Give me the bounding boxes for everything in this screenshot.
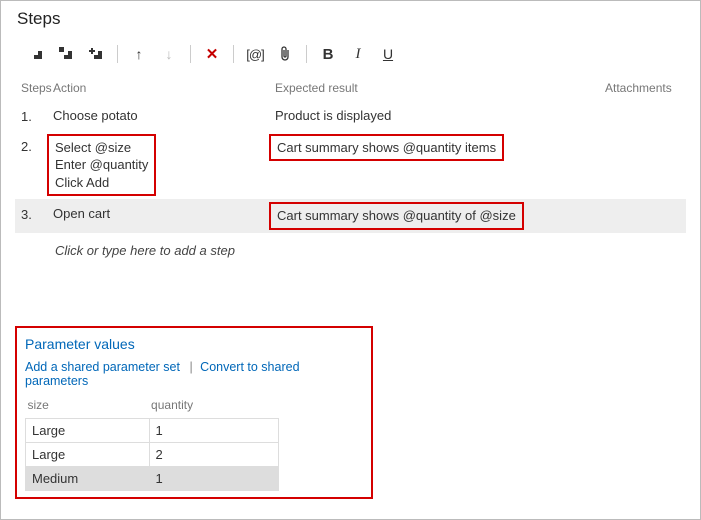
step-expected[interactable]: Product is displayed (275, 107, 605, 125)
steps-panel: Steps ↑ ↓ ✕ [@] B I U Steps Action Expec… (0, 0, 701, 520)
param-row[interactable]: Medium1 (26, 467, 279, 491)
move-up-icon[interactable]: ↑ (124, 41, 154, 67)
step-action[interactable]: Select @sizeEnter @quantityClick Add (53, 137, 275, 194)
separator (190, 45, 191, 63)
param-row[interactable]: Large2 (26, 443, 279, 467)
step-expected[interactable]: Cart summary shows @quantity items (275, 137, 605, 159)
param-row[interactable]: Large1 (26, 419, 279, 443)
param-quantity-cell[interactable]: 1 (149, 467, 278, 491)
param-size-cell[interactable]: Large (26, 419, 150, 443)
underline-icon[interactable]: U (373, 41, 403, 67)
add-step-placeholder[interactable]: Click or type here to add a step (15, 233, 686, 258)
step-row[interactable]: 3.Open cartCart summary shows @quantity … (15, 199, 686, 233)
col-action: Action (53, 81, 275, 95)
steps-body: 1.Choose potatoProduct is displayed2.Sel… (15, 101, 686, 233)
param-quantity-cell[interactable]: 2 (149, 443, 278, 467)
step-action[interactable]: Open cart (53, 205, 275, 223)
col-expected: Expected result (275, 81, 605, 95)
col-attachments: Attachments (605, 81, 686, 95)
separator (117, 45, 118, 63)
separator (233, 45, 234, 63)
insert-step-icon[interactable] (21, 41, 51, 67)
parameter-values-panel: Parameter values Add a shared parameter … (15, 326, 373, 499)
step-expected[interactable]: Cart summary shows @quantity of @size (275, 205, 605, 227)
param-col-size: size (26, 396, 150, 419)
col-steps: Steps (17, 81, 53, 95)
add-shared-parameter-link[interactable]: Add a shared parameter set (25, 360, 180, 374)
parameter-values-title: Parameter values (25, 336, 363, 352)
delete-icon[interactable]: ✕ (197, 41, 227, 67)
separator (306, 45, 307, 63)
param-col-quantity: quantity (149, 396, 278, 419)
step-row[interactable]: 1.Choose potatoProduct is displayed (15, 101, 686, 131)
parameter-table: size quantity Large1Large2Medium1 (25, 396, 279, 491)
separator: | (189, 360, 192, 374)
grid-header: Steps Action Expected result Attachments (15, 73, 686, 101)
mention-icon[interactable]: [@] (240, 41, 270, 67)
insert-shared-step-icon[interactable] (51, 41, 81, 67)
param-size-cell[interactable]: Medium (26, 467, 150, 491)
panel-title: Steps (17, 9, 686, 29)
attach-icon[interactable] (270, 41, 300, 67)
step-action[interactable]: Choose potato (53, 107, 275, 125)
param-size-cell[interactable]: Large (26, 443, 150, 467)
italic-icon[interactable]: I (343, 41, 373, 67)
toolbar: ↑ ↓ ✕ [@] B I U (15, 39, 686, 73)
add-step-icon[interactable] (81, 41, 111, 67)
step-row[interactable]: 2.Select @sizeEnter @quantityClick AddCa… (15, 131, 686, 200)
step-number: 3. (17, 205, 53, 222)
move-down-icon[interactable]: ↓ (154, 41, 184, 67)
param-quantity-cell[interactable]: 1 (149, 419, 278, 443)
parameter-links: Add a shared parameter set | Convert to … (25, 360, 363, 388)
bold-icon[interactable]: B (313, 41, 343, 67)
step-number: 1. (17, 107, 53, 124)
